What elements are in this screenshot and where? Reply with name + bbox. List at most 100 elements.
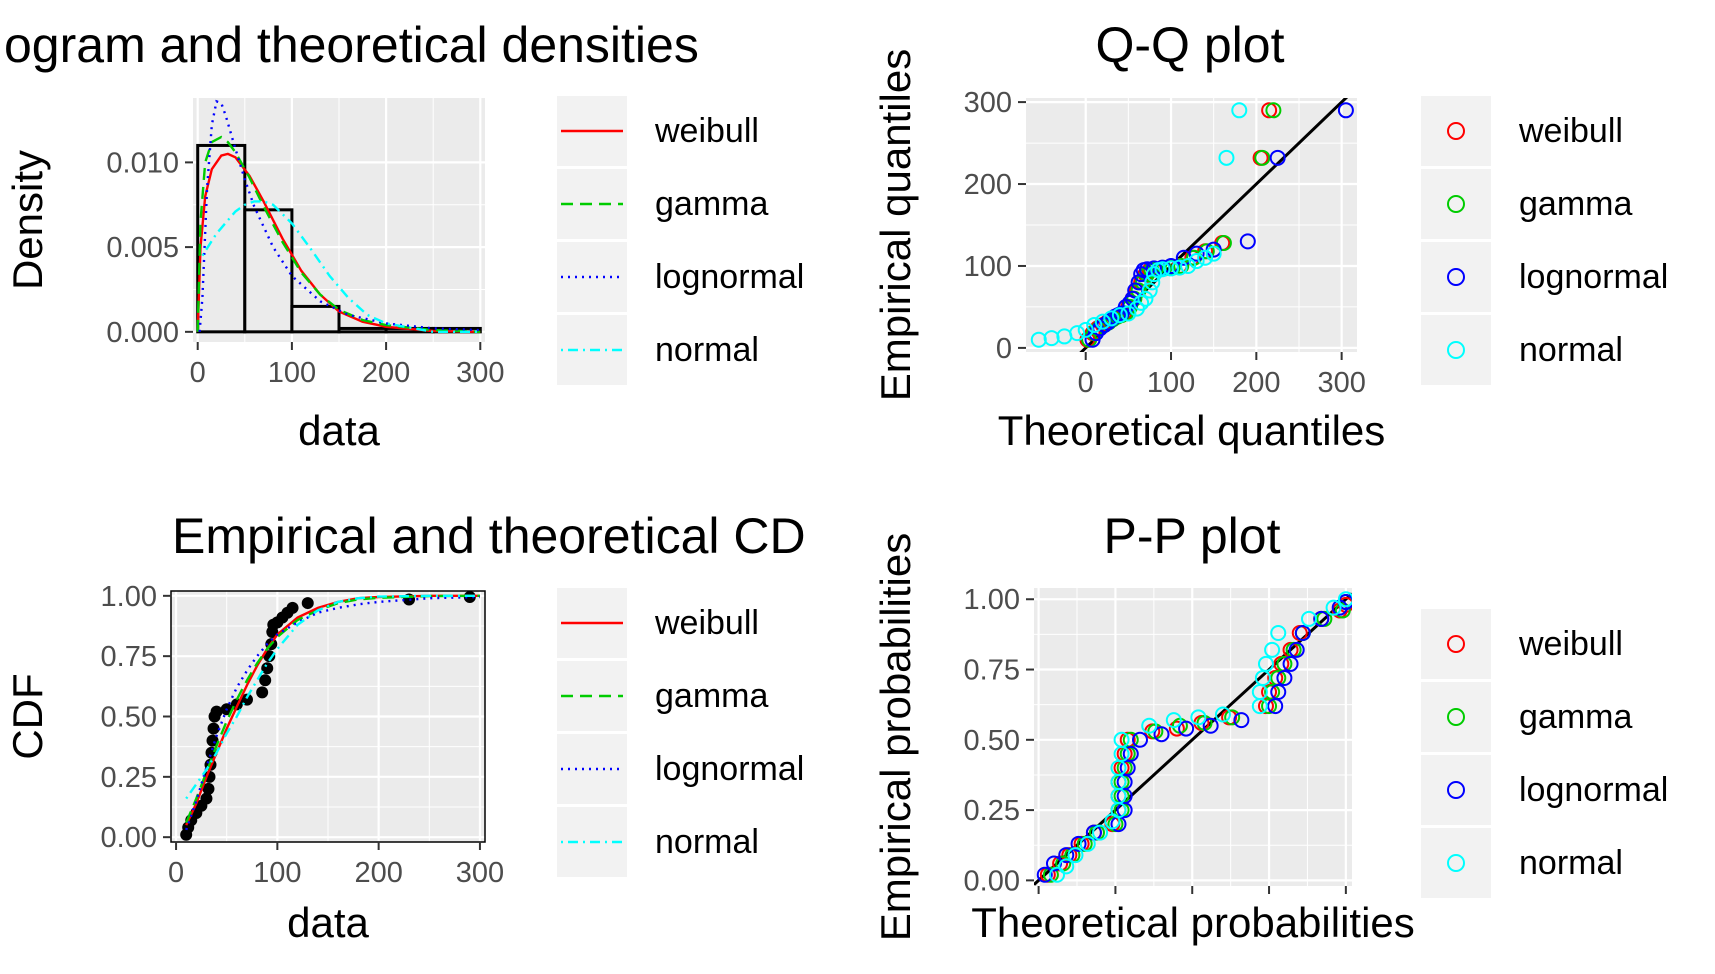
lognormal-point [1058,847,1075,864]
legend-symbol [1447,781,1465,799]
normal-point [1231,102,1248,119]
ecdf-point [261,662,274,675]
lognormal-point [1188,245,1205,262]
y-tick-label: 1.00 [964,584,1020,616]
legend-key [1421,682,1491,752]
lognormal-point [1045,855,1062,872]
weibull-curve [196,152,481,333]
chart-title: Empirical and theoretical CD [172,508,806,564]
legend-item-gamma: gamma [557,661,768,731]
legend-label: lognormal [655,750,804,788]
lognormal-point [1087,325,1104,342]
legend: weibull gamma lognormal normal [1421,96,1668,385]
plot-area [1034,591,1352,886]
chart-panel-2: 0 100 200 300 0 100 200 300 Q-Q plot Theoretical … [872,17,1668,454]
legend-symbol [1447,341,1465,359]
legend-item-lognormal: lognormal [557,734,804,804]
legend-label: gamma [1519,698,1632,736]
legend-item-normal: normal [557,807,759,877]
normal-point [1218,149,1235,166]
x-tick-label: 200 [354,857,402,889]
legend-label: gamma [1519,185,1632,223]
ecdf-point [210,705,223,718]
x-tick-label: 300 [456,357,504,389]
legend-symbol [1447,195,1465,213]
legend-item-gamma: gamma [557,169,768,239]
legend-label: normal [1519,331,1623,369]
normal-point [1190,709,1207,726]
plot-area [196,99,482,334]
normal-point [1137,290,1154,307]
lognormal-point [1276,669,1293,686]
chart-title: ogram and theoretical densities [4,17,699,73]
legend-item-normal: normal [1421,828,1623,898]
weibull-point [1261,102,1278,119]
normal-curve [201,200,481,333]
lognormal-point [1282,655,1299,672]
x-tick-label: 100 [268,357,316,389]
normal-point [1154,261,1171,278]
normal-point [1103,310,1120,327]
axis-ticks: 0 100 200 300 0.000 0.005 0.010 [106,147,504,389]
y-tick-label: 0.00 [964,865,1020,897]
y-tick-label: 0.010 [106,147,179,179]
legend-item-gamma: gamma [1421,682,1632,752]
ecdf-point [301,597,314,610]
ecdf-point [263,650,276,663]
axis-ticks: 0 100 200 300 0.00 0.25 0.50 0.75 1.00 [101,581,505,889]
gamma-point [1173,257,1190,274]
lognormal-point [1294,624,1311,641]
y-tick-label: 0.25 [101,762,157,794]
normal-point [1264,641,1281,658]
normal-point [1163,260,1180,277]
ecdf-point [202,782,215,795]
x-axis-label: Theoretical probabilities [971,899,1415,946]
axis-ticks: 0 100 200 300 0 100 200 300 [964,87,1366,399]
x-axis-label: Theoretical quantiles [998,407,1386,454]
normal-point [1079,835,1096,852]
legend-key [1421,96,1491,166]
legend-label: weibull [654,604,759,642]
lognormal-point [1270,684,1287,701]
legend-item-lognormal: lognormal [1421,755,1668,825]
lognormal-point [1313,610,1330,627]
normal-point [1188,253,1205,270]
y-axis-label: Empirical probabilities [872,533,919,942]
ecdf-point [206,734,219,747]
lognormal-point [1202,717,1219,734]
normal-point [1092,824,1109,841]
ecdf-point [207,722,220,735]
legend-label: normal [1519,844,1623,882]
normal-point [1069,325,1086,342]
normal-point [1180,257,1197,274]
normal-point [1257,655,1274,672]
legend: weibull gamma lognormal normal [1421,609,1668,898]
legend-label: weibull [1518,112,1623,150]
y-tick-label: 0.75 [101,641,157,673]
legend-label: lognormal [1519,258,1668,296]
gamma-point [1042,866,1059,883]
normal-point [1111,307,1128,324]
normal-point [1325,599,1342,616]
y-tick-label: 0.00 [101,822,157,854]
y-tick-label: 0.75 [964,655,1020,687]
lognormal-point [1153,726,1170,743]
legend-key [557,734,627,804]
reference-line [1079,98,1349,352]
ecdf-point [259,674,272,687]
normal-point [1337,591,1352,608]
legend: weibull gamma lognormal normal [557,96,804,385]
normal-point [1058,858,1075,875]
chart-panel-3: 0 100 200 300 0.00 0.25 0.50 0.75 1.00 Empirical … [4,508,806,946]
histogram-bar [243,208,294,334]
legend-item-weibull: weibull [557,96,759,166]
legend-symbol [1447,708,1465,726]
legend-item-gamma: gamma [1421,169,1632,239]
lognormal-point [1233,712,1250,729]
normal-point [1145,266,1162,283]
normal-point [1214,706,1231,723]
normal-point [1205,245,1222,262]
normal-point [1113,731,1130,748]
lognormal-curve [198,99,481,332]
plot-area [180,591,480,841]
